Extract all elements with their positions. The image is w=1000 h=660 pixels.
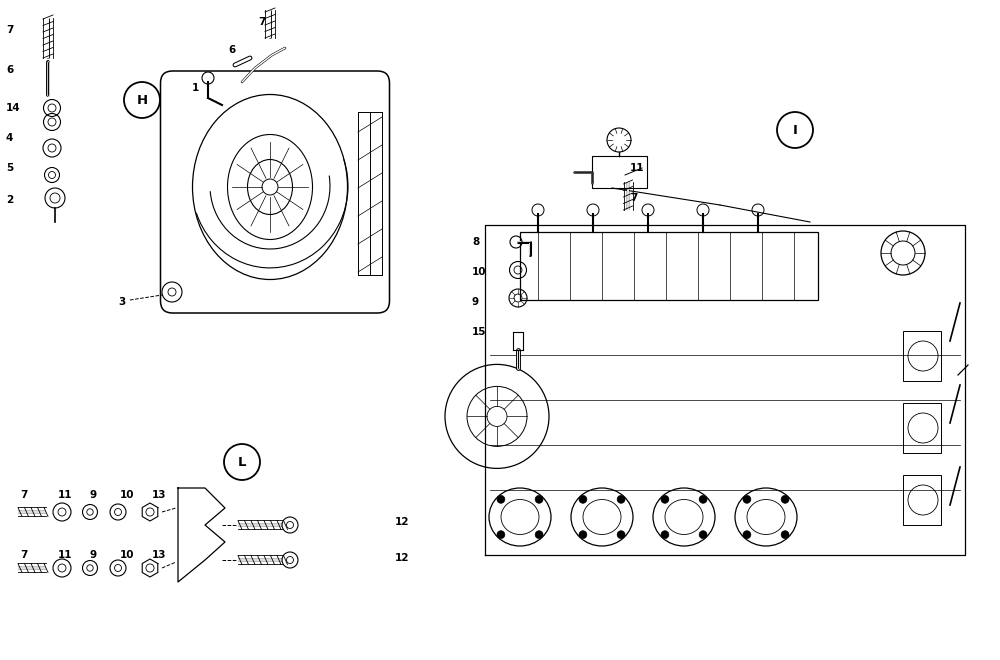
Circle shape [743,531,751,539]
Bar [903,475,941,525]
Text: 10: 10 [472,267,486,277]
Text: 6: 6 [6,65,13,75]
Circle shape [743,495,751,504]
Circle shape [579,495,587,504]
Bar [520,232,818,300]
Text: 8: 8 [472,237,479,247]
Text: 12: 12 [395,553,410,563]
Circle shape [617,531,625,539]
Text: 10: 10 [120,490,134,500]
Text: I: I [793,123,797,137]
Text: 15: 15 [472,327,486,337]
Text: 12: 12 [395,517,410,527]
Text: 9: 9 [90,550,97,560]
Circle shape [617,495,625,504]
Text: 7: 7 [20,490,27,500]
Circle shape [781,531,789,539]
Circle shape [535,495,543,504]
Text: 4: 4 [6,133,13,143]
Text: 6: 6 [228,45,235,55]
Circle shape [699,531,707,539]
Text: L: L [238,455,246,469]
Bar [903,331,941,381]
Circle shape [781,495,789,504]
Text: 13: 13 [152,550,166,560]
Bar [903,403,941,453]
Bar [592,156,647,188]
Text: 13: 13 [152,490,166,500]
Text: 7: 7 [258,17,265,27]
Text: 9: 9 [472,297,479,307]
Circle shape [535,531,543,539]
Text: 11: 11 [58,490,72,500]
Circle shape [661,531,669,539]
Text: 7: 7 [630,193,637,203]
Text: 7: 7 [6,25,13,35]
Text: 1: 1 [192,83,199,93]
Text: 9: 9 [90,490,97,500]
Circle shape [579,531,587,539]
Circle shape [699,495,707,504]
Polygon shape [178,488,225,582]
Text: 10: 10 [120,550,134,560]
Circle shape [497,495,505,504]
Circle shape [661,495,669,504]
Text: 11: 11 [58,550,72,560]
Text: 2: 2 [6,195,13,205]
Text: 5: 5 [6,163,13,173]
Text: 7: 7 [20,550,27,560]
Circle shape [497,531,505,539]
Text: 3: 3 [118,297,125,307]
Text: 14: 14 [6,103,21,113]
Text: H: H [136,94,148,106]
Text: 11: 11 [630,163,644,173]
